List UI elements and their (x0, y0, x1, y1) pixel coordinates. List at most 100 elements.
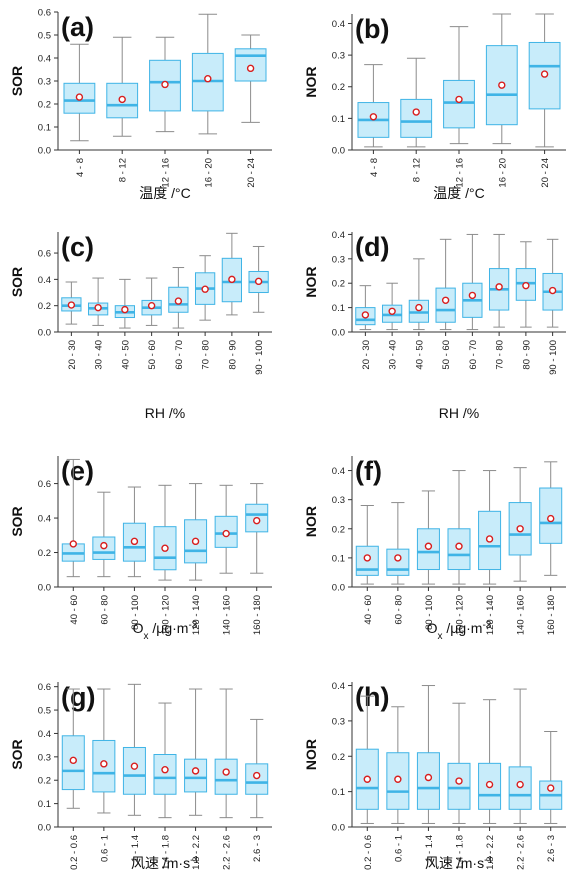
mean-marker (253, 516, 261, 525)
y-tick-label: 0.2 (38, 301, 51, 312)
iqr-box (184, 758, 208, 793)
y-tick-label: 0.0 (38, 823, 51, 834)
mean-marker (75, 93, 84, 101)
box-5 (184, 483, 208, 581)
iqr-box (435, 287, 456, 323)
box-5 (462, 233, 483, 331)
x-tick-label: 60 - 80 (99, 595, 110, 625)
y-tick-label: 0.2 (332, 279, 345, 290)
x-tick-label: 20 - 30 (67, 340, 78, 370)
box-5 (184, 688, 208, 816)
x-axis-title: Ox /μg·m-3 (133, 620, 198, 642)
box-4 (485, 13, 518, 145)
iqr-box (122, 746, 146, 795)
box-2 (381, 282, 403, 331)
y-tick-label: 0.5 (38, 31, 51, 42)
box-7 (539, 731, 563, 824)
mean-marker (174, 297, 183, 305)
mean-marker (540, 70, 549, 78)
y-tick-label: 0.4 (38, 729, 51, 740)
y-tick-label: 0.0 (38, 583, 51, 594)
x-tick-label: 2.6 - 3 (252, 835, 263, 862)
panel-label: (c) (61, 232, 94, 262)
box-4 (447, 702, 471, 824)
x-tick-label: 80 - 100 (424, 595, 435, 630)
mean-marker (69, 756, 77, 765)
mean-marker (455, 542, 463, 550)
box-1 (63, 43, 96, 142)
y-axis-title: NOR (303, 66, 319, 97)
box-3 (149, 36, 181, 133)
y-tick-label: 0.0 (38, 328, 51, 339)
y-tick-label: 0.3 (38, 77, 51, 88)
y-tick-label: 0.3 (38, 752, 51, 763)
mean-marker (424, 773, 433, 782)
y-tick-label: 0.6 (38, 682, 51, 693)
box-4 (435, 238, 456, 331)
iqr-box (443, 79, 475, 129)
x-tick-label: 1 - 1.4 (130, 835, 141, 862)
mean-marker (369, 113, 378, 121)
box-7 (245, 718, 269, 819)
x-tick-label: 60 - 70 (174, 340, 185, 370)
mean-marker (547, 784, 555, 792)
iqr-box (400, 98, 433, 138)
box-3 (443, 26, 475, 145)
box-5 (478, 470, 502, 585)
box-3 (122, 683, 146, 816)
box-6 (194, 255, 216, 321)
panel-f: 0.0 0.1 0.2 0.3 0.4 NOR (f) 40 - 60 60 - 80 80 - … (303, 456, 566, 642)
panel-label: (b) (355, 14, 389, 44)
mean-marker (516, 780, 524, 789)
x-tick-label: 0.6 - 1 (99, 835, 110, 862)
mean-marker (147, 301, 156, 310)
x-tick-label: 60 - 80 (393, 595, 404, 625)
box-6 (488, 233, 510, 328)
y-tick-label: 0.3 (332, 495, 345, 506)
box-4 (447, 470, 471, 585)
x-tick-label: 16 - 20 (497, 158, 508, 188)
y-tick-label: 0.6 (38, 8, 51, 19)
y-tick-label: 0.2 (38, 548, 51, 559)
box-3 (408, 258, 430, 331)
x-axis-title: RH /% (439, 405, 479, 421)
mean-marker (204, 74, 212, 83)
mean-marker (455, 95, 463, 104)
y-axis-title: SOR (9, 506, 25, 536)
y-tick-label: 0.5 (38, 706, 51, 717)
box-3 (114, 278, 136, 329)
panel-label: (e) (61, 456, 94, 486)
x-tick-label: 30 - 40 (388, 340, 399, 370)
mean-marker (441, 296, 450, 304)
panel-e: 0.0 0.2 0.4 0.6 SOR (e) 40 - 60 60 - 80 80 - 100… (9, 456, 272, 642)
x-axis-title: 风速 /m·s-1 (425, 855, 493, 872)
mean-marker (522, 281, 530, 290)
mean-marker (495, 283, 503, 291)
x-tick-label: 20 - 24 (246, 158, 257, 188)
mean-marker (412, 108, 420, 116)
panel-a: 0.0 0.1 0.2 0.3 0.4 0.5 0.6 SOR (a) 4 - 8 8 - 12 12… (9, 8, 272, 201)
x-tick-label: 8 - 12 (412, 158, 423, 182)
y-tick-label: 0.4 (38, 275, 51, 286)
box-7 (221, 232, 243, 316)
x-tick-label: 80 - 100 (130, 595, 141, 630)
mean-marker (548, 286, 557, 295)
box-3 (416, 685, 440, 824)
y-tick-label: 0.4 (332, 19, 345, 30)
x-tick-label: 120 - 140 (191, 595, 202, 635)
mean-marker (246, 64, 255, 73)
x-tick-label: 90 - 100 (254, 340, 265, 375)
mean-marker (161, 80, 169, 89)
x-tick-label: 8 - 12 (118, 158, 129, 182)
x-tick-label: 0.2 - 0.6 (69, 835, 80, 870)
x-tick-label: 40 - 50 (120, 340, 131, 370)
y-tick-label: 0.4 (332, 681, 345, 692)
x-tick-label: 160 - 180 (546, 595, 557, 635)
mean-marker (516, 525, 524, 533)
box-2 (386, 502, 410, 585)
x-tick-label: 20 - 24 (540, 158, 551, 188)
box-6 (508, 688, 532, 824)
box-6 (508, 467, 532, 582)
mean-marker (394, 775, 402, 783)
box-2 (106, 36, 139, 137)
